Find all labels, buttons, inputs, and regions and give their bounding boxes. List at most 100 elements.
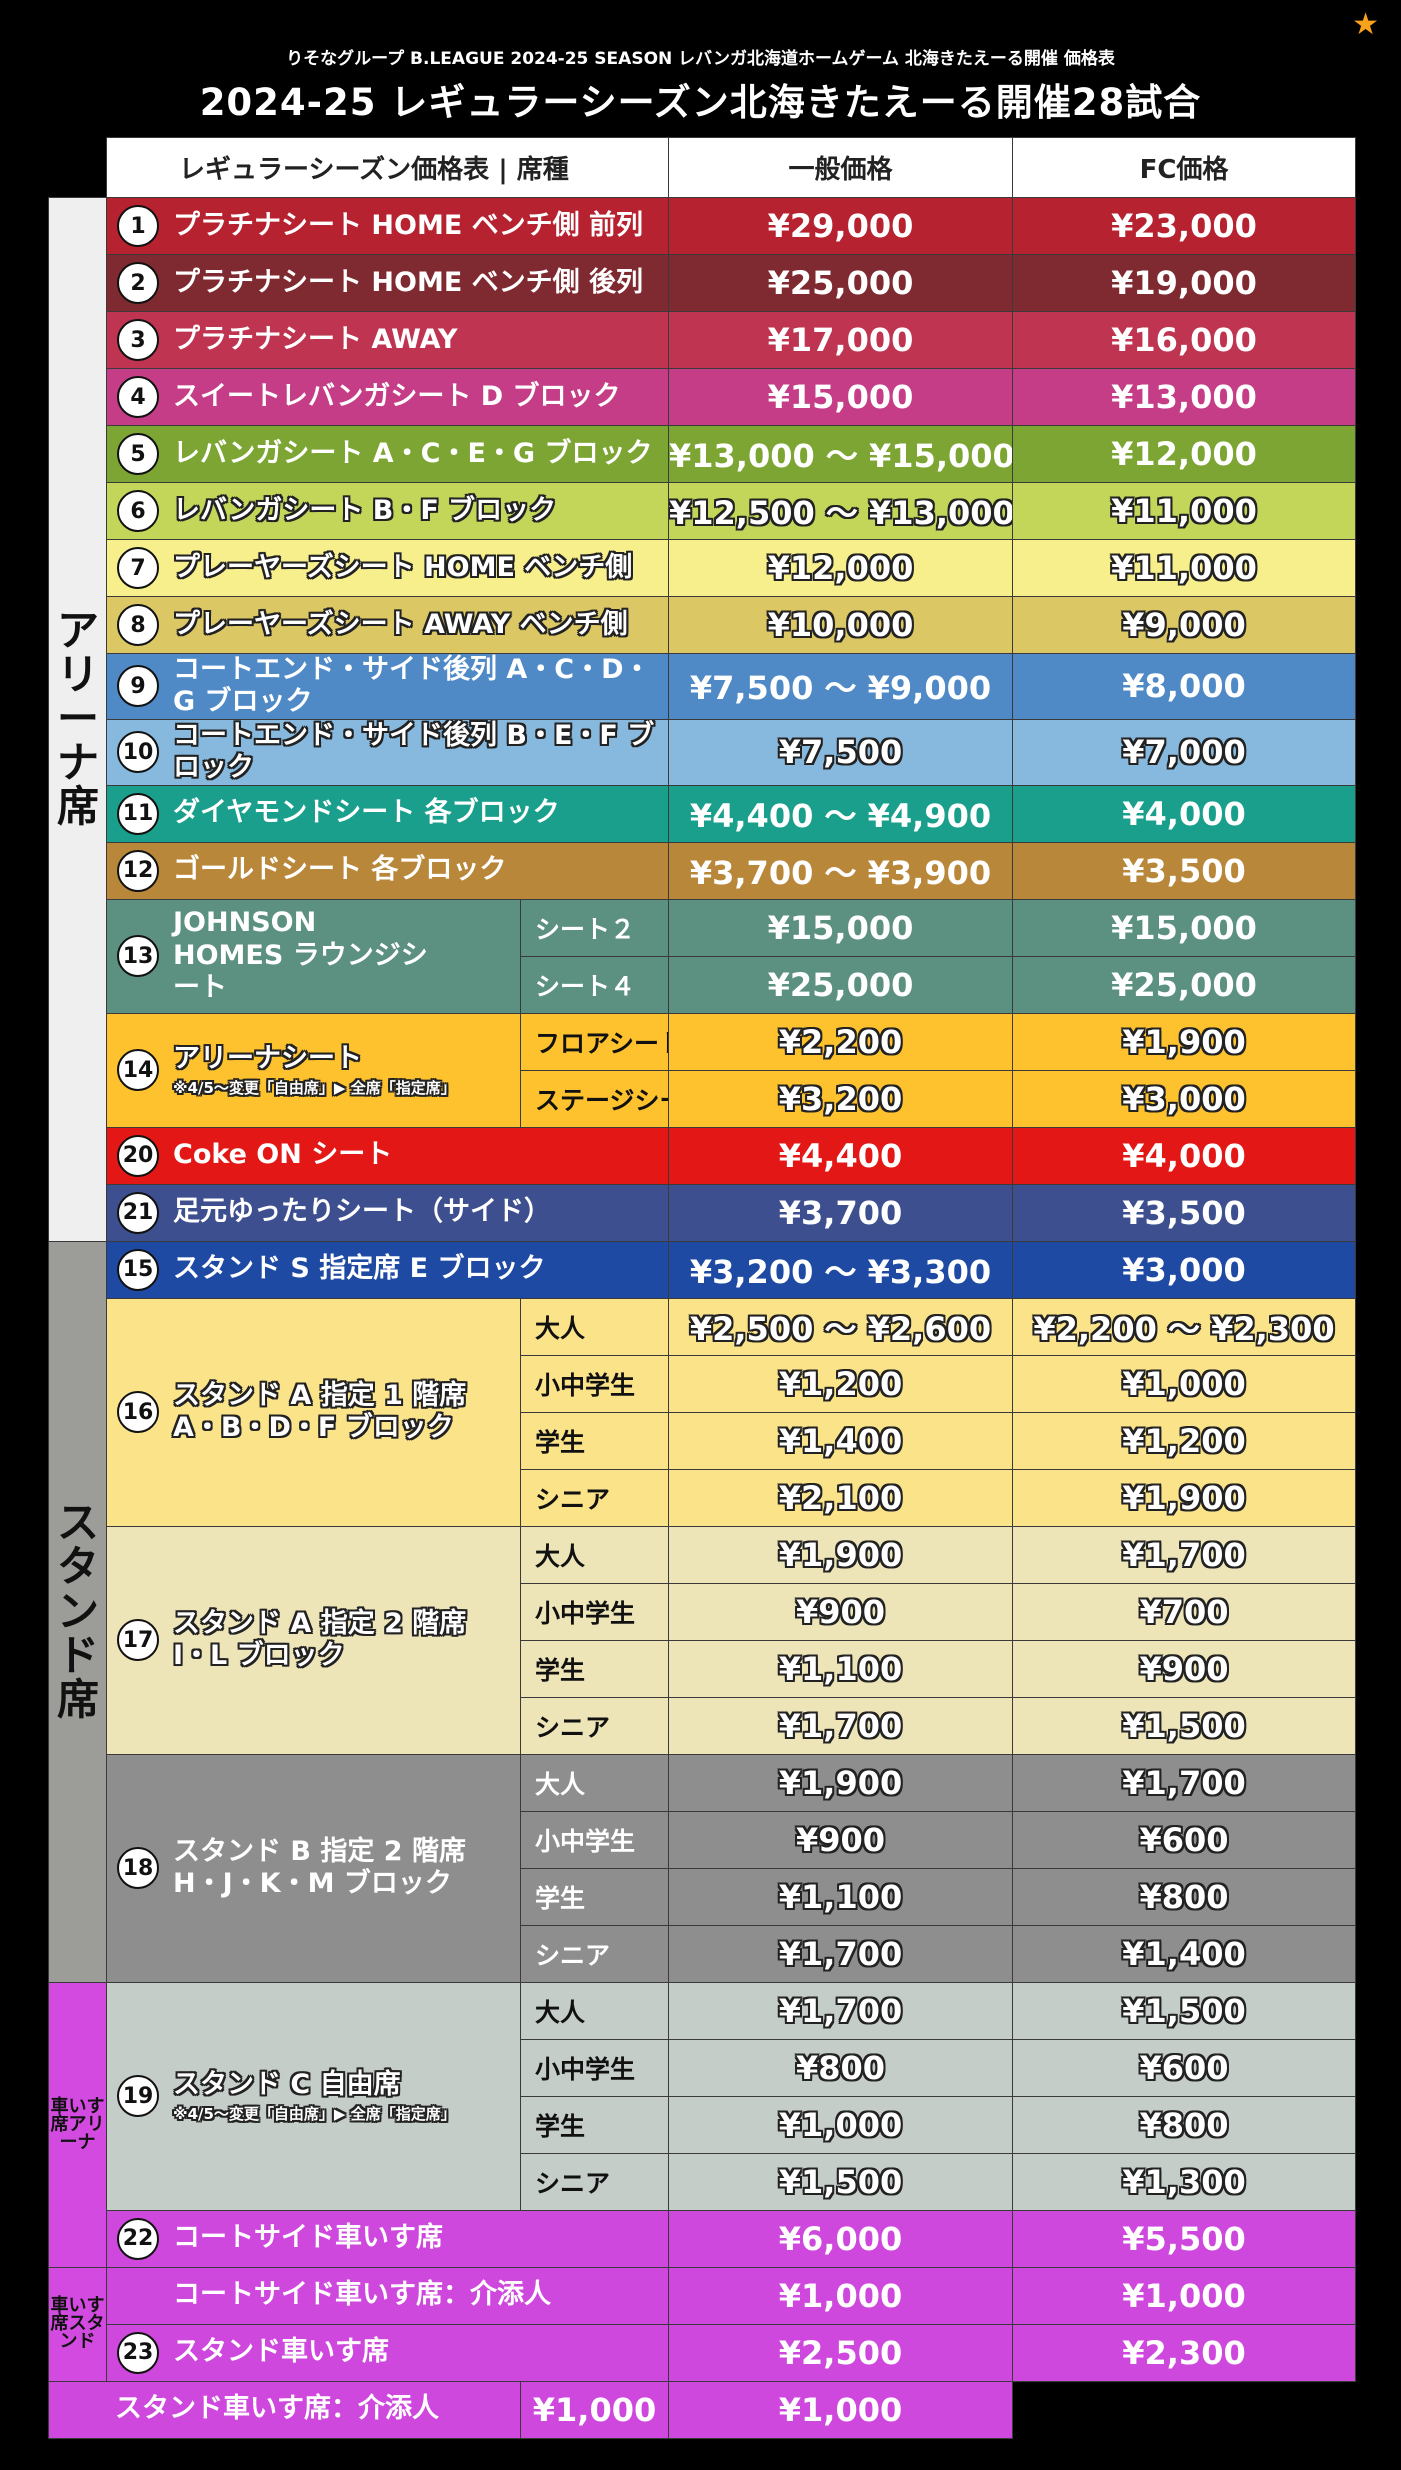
sub-type-cell: 小中学生	[520, 1354, 669, 1413]
price-cell: ¥1,400	[668, 1411, 1013, 1470]
table-row: 小中学生 ¥900 ¥700	[49, 1582, 1356, 1641]
price-cell: ¥600	[1012, 2038, 1356, 2097]
seat-name-text: スタンド B 指定 2 階席 H・J・K・M ブロック	[173, 1835, 466, 1900]
seat-number-badge: 18	[117, 1847, 159, 1890]
seat-name-cell: 23 スタンド車いす席	[106, 2323, 669, 2382]
table-row: 13 JOHNSON HOMES ラウンジシート シート２ ¥15,000 ¥15,00…	[49, 898, 1356, 1014]
price-cell: ¥3,500	[1012, 841, 1356, 900]
price-cell: ¥5,500	[1012, 2209, 1356, 2268]
table-row: 18 スタンド B 指定 2 階席 H・J・K・M ブロック 大人 ¥1,900 ¥1,…	[49, 1753, 1356, 1983]
price-cell: ¥1,700	[1012, 1753, 1356, 1812]
price-cell: ¥12,500 ～ ¥13,000	[668, 482, 1013, 540]
seat-name-cell: 1 プラチナシート HOME ベンチ側 前列	[106, 197, 669, 255]
seat-number-badge	[117, 2275, 159, 2317]
table-row: 8 プレーヤーズシート AWAY ベンチ側 ¥10,000 ¥9,000	[49, 596, 1356, 654]
seat-name-text: コートサイド車いす席：介添人	[173, 2279, 551, 2311]
price-cell: ¥25,000	[1012, 955, 1356, 1014]
page-title: 2024-25 レギュラーシーズン北海きたえーる開催28試合	[199, 81, 1202, 124]
seat-name-text: スタンド車いす席	[173, 2336, 389, 2368]
seat-number-badge: 1	[117, 205, 159, 247]
seat-name-text: ゴールドシート 各ブロック	[173, 854, 507, 886]
seat-name-label: プラチナシート AWAY	[173, 324, 458, 356]
seat-name-text: プレーヤーズシート AWAY ベンチ側	[173, 608, 628, 640]
table-row: シニア ¥1,500 ¥1,300	[49, 2152, 1356, 2211]
price-cell: ¥1,900	[668, 1525, 1013, 1584]
price-cell: ¥4,400 ～ ¥4,900	[668, 784, 1013, 843]
price-cell: ¥1,900	[668, 1753, 1013, 1812]
price-cell: ¥4,000	[1012, 784, 1356, 843]
table-row: 22 コートサイド車いす席 ¥6,000 ¥5,500	[49, 2209, 1356, 2268]
table-row: 3 プラチナシート AWAY ¥17,000 ¥16,000	[49, 311, 1356, 369]
seat-name-cell: コートサイド車いす席：介添人	[106, 2266, 669, 2325]
sub-type-cell: ステージシート	[520, 1069, 669, 1128]
price-cell: ¥1,000	[520, 2380, 669, 2439]
sub-type-cell: 大人	[520, 1981, 669, 2040]
seat-number-badge: 6	[117, 490, 159, 532]
price-cell: ¥2,200 ～ ¥2,300	[1012, 1297, 1356, 1356]
table-row: 小中学生 ¥900 ¥600	[49, 1810, 1356, 1869]
price-cell: ¥700	[1012, 1582, 1356, 1641]
seat-name-label: JOHNSON HOMES ラウンジシート	[173, 907, 433, 1004]
table-row: 6 レバンガシート B・F ブロック ¥12,500 ～ ¥13,000 ¥11,00…	[49, 482, 1356, 540]
seat-name-cell: 20 Coke ON シート	[106, 1126, 669, 1185]
price-cell: ¥1,100	[668, 1867, 1013, 1926]
seat-name-cell: 13 JOHNSON HOMES ラウンジシート	[106, 898, 521, 1014]
seat-name-label: コートサイド車いす席：介添人	[173, 2279, 551, 2311]
price-cell: ¥3,200	[668, 1069, 1013, 1128]
sub-type-cell: 学生	[520, 2095, 669, 2154]
page-subtitle: りそなグループ B.LEAGUE 2024-25 SEASON レバンガ北海道ホ…	[286, 49, 1115, 69]
price-cell: ¥900	[668, 1582, 1013, 1641]
seat-name-cell: 7 プレーヤーズシート HOME ベンチ側	[106, 539, 669, 597]
price-cell: ¥1,700	[668, 1696, 1013, 1755]
seat-name-cell: 19 スタンド C 自由席 ※4/5～変更「自由席」▶ 全席「指定席」	[106, 1981, 521, 2211]
price-cell: ¥6,000	[668, 2209, 1013, 2268]
seat-number-badge: 2	[117, 262, 159, 304]
price-cell: ¥25,000	[668, 254, 1013, 312]
seat-name-label: プラチナシート HOME ベンチ側 前列	[173, 210, 643, 242]
sub-type-cell: シニア	[520, 1468, 669, 1527]
price-table: レギュラーシーズン価格表 | 席種 一般価格 FC価格 アリーナ席 1 プラチナシー…	[48, 137, 1356, 2439]
seat-name-text: スタンド C 自由席	[173, 2068, 401, 2100]
sub-type-cell: 小中学生	[520, 1582, 669, 1641]
seat-name-cell: 8 プレーヤーズシート AWAY ベンチ側	[106, 596, 669, 654]
header-general-price: 一般価格	[668, 137, 1013, 198]
table-row: 17 スタンド A 指定 2 階席 I・L ブロック 大人 ¥1,900 ¥1,700	[49, 1525, 1356, 1755]
seat-name-cell: 3 プラチナシート AWAY	[106, 311, 669, 369]
sub-type-cell: 大人	[520, 1753, 669, 1812]
price-cell: ¥1,700	[668, 1924, 1013, 1983]
seat-name-cell: 14 アリーナシート ※4/5～変更「自由席」▶ 全席「指定席」	[106, 1012, 521, 1128]
table-header-row: レギュラーシーズン価格表 | 席種 一般価格 FC価格	[48, 137, 1356, 198]
seat-number-badge: 5	[117, 433, 159, 475]
sub-type-cell: 大人	[520, 1525, 669, 1584]
price-cell: ¥3,700	[668, 1183, 1013, 1242]
seat-name-cell: 16 スタンド A 指定 1 階席 A・B・D・F ブロック	[106, 1297, 521, 1527]
seat-number-badge: 9	[117, 665, 159, 708]
table-row: ステージシート¥3,200¥3,000	[49, 1069, 1356, 1128]
header-seat: レギュラーシーズン価格表 | 席種	[106, 137, 669, 198]
seat-name-label: スイートレバンガシート D ブロック	[173, 381, 621, 413]
seat-number-badge: 22	[117, 2217, 159, 2260]
table-row: 学生 ¥1,100 ¥800	[49, 1867, 1356, 1926]
price-cell: ¥1,000	[668, 2095, 1013, 2154]
seat-name-label: スタンド A 指定 2 階席 I・L ブロック	[173, 1608, 503, 1673]
sub-type-cell: 大人	[520, 1297, 669, 1356]
seat-name-text: スタンド A 指定 2 階席 I・L ブロック	[173, 1607, 467, 1672]
price-cell: ¥12,000	[1012, 425, 1356, 483]
seat-name-label: スタンド B 指定 2 階席 H・J・K・M ブロック	[173, 1836, 503, 1901]
sub-type-cell: 学生	[520, 1639, 669, 1698]
price-cell: ¥13,000 ～ ¥15,000	[668, 425, 1013, 483]
seat-name-label: 足元ゆったりシート（サイド）	[173, 1196, 551, 1228]
table-row: スタンド席 15 スタンド S 指定席 E ブロック ¥3,200 ～ ¥3,300 ¥…	[48, 1240, 1356, 1983]
section-label: アリーナ席	[48, 197, 107, 1242]
price-cell: ¥3,700 ～ ¥3,900	[668, 841, 1013, 900]
table-row: 14 アリーナシート ※4/5～変更「自由席」▶ 全席「指定席」 フロアシート¥2,2…	[49, 1012, 1356, 1128]
price-cell: ¥9,000	[1012, 596, 1356, 654]
price-cell: ¥800	[668, 2038, 1013, 2097]
price-cell: ¥1,500	[1012, 1696, 1356, 1755]
table-row: 7 プレーヤーズシート HOME ベンチ側 ¥12,000 ¥11,000	[49, 539, 1356, 597]
seat-name-cell: 9 コートエンド・サイド後列 A・C・D・G ブロック	[106, 653, 669, 720]
price-cell: ¥13,000	[1012, 368, 1356, 426]
price-cell: ¥2,200	[668, 1012, 1013, 1071]
price-cell: ¥23,000	[1012, 197, 1356, 255]
price-cell: ¥600	[1012, 1810, 1356, 1869]
